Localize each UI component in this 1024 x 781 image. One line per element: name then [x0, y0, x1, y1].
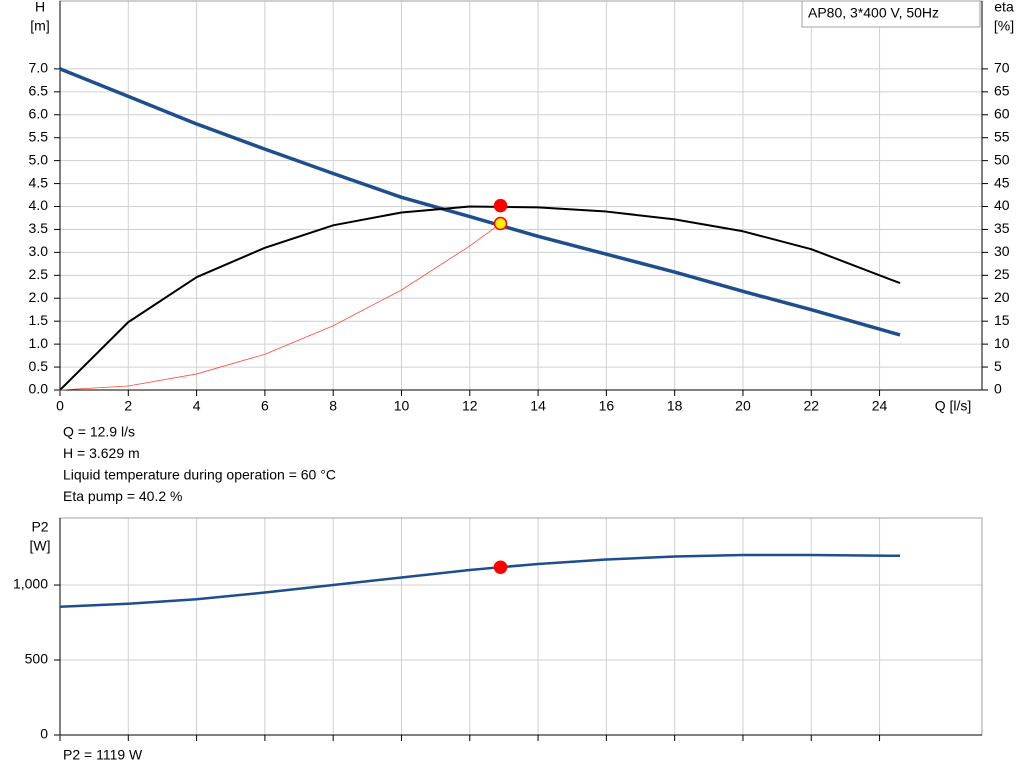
y2-tick-label: 35 [994, 220, 1010, 236]
y-tick-label: 2.5 [29, 266, 49, 282]
y2-tick-label: 5 [994, 358, 1002, 374]
annotation: P2 = 1119 W [63, 747, 143, 763]
operating-point [493, 216, 508, 231]
x-tick-label: 10 [394, 398, 410, 414]
curve [59, 223, 501, 391]
y-tick-label: 3.5 [29, 220, 49, 236]
x-axis-label: Q [l/s] [935, 398, 972, 414]
y2-tick-label: 20 [994, 289, 1010, 305]
y-tick-label: 6.5 [29, 83, 49, 99]
y2-tick-label: 30 [994, 243, 1010, 259]
y-tick-label: 0.5 [29, 358, 49, 374]
y-tick-label: 7.0 [29, 60, 49, 76]
plot-frame [59, 0, 983, 391]
y2-tick-label: 15 [994, 312, 1010, 328]
x-tick-label: 8 [329, 398, 337, 414]
y-axis-label: [W] [30, 538, 51, 554]
y-tick-label: 1.5 [29, 312, 49, 328]
y-axis-label: [m] [30, 18, 49, 34]
y2-axis-label: [%] [994, 18, 1014, 34]
x-tick-label: 24 [872, 398, 888, 414]
operating-point [493, 560, 508, 574]
y-axis-label: H [35, 0, 45, 15]
annotation: Q = 12.9 l/s [63, 424, 135, 440]
legend-box [801, 0, 981, 28]
y2-tick-label: 40 [994, 197, 1010, 213]
y-tick-label: 6.0 [29, 105, 49, 121]
y2-tick-label: 50 [994, 151, 1010, 167]
curve [59, 67, 901, 337]
y2-tick-label: 25 [994, 266, 1010, 282]
y-axis-label: P2 [31, 519, 48, 535]
y-tick-label: 1,000 [13, 576, 48, 592]
y-tick-label: 2.0 [29, 289, 49, 305]
operating-point [493, 198, 508, 213]
y2-tick-label: 70 [994, 60, 1010, 76]
y2-axis-label: eta [994, 0, 1014, 15]
x-tick-label: 6 [261, 398, 269, 414]
y-tick-label: 0 [40, 726, 48, 742]
plot-frame [59, 517, 983, 736]
x-tick-label: 18 [667, 398, 683, 414]
y-tick-label: 4.5 [29, 174, 49, 190]
y-tick-label: 5.5 [29, 128, 49, 144]
x-tick-label: 0 [56, 398, 64, 414]
x-tick-label: 22 [803, 398, 819, 414]
annotation: Eta pump = 40.2 % [63, 488, 182, 504]
annotation: Liquid temperature during operation = 60… [63, 467, 336, 483]
y2-tick-label: 55 [994, 128, 1010, 144]
y2-tick-label: 45 [994, 174, 1010, 190]
x-tick-label: 4 [193, 398, 201, 414]
x-tick-label: 14 [530, 398, 546, 414]
y2-tick-label: 10 [994, 335, 1010, 351]
y-tick-label: 4.0 [29, 197, 49, 213]
y2-tick-label: 60 [994, 105, 1010, 121]
y-tick-label: 500 [25, 651, 49, 667]
y2-tick-label: 65 [994, 83, 1010, 99]
x-tick-label: 12 [462, 398, 478, 414]
y-tick-label: 0.0 [29, 381, 49, 397]
x-tick-label: 20 [735, 398, 751, 414]
curve [59, 205, 901, 391]
curve [59, 553, 901, 609]
y-tick-label: 5.0 [29, 151, 49, 167]
x-tick-label: 2 [124, 398, 132, 414]
y-tick-label: 3.0 [29, 243, 49, 259]
y-tick-label: 1.0 [29, 335, 49, 351]
x-tick-label: 16 [599, 398, 615, 414]
legend-text: AP80, 3*400 V, 50Hz [808, 5, 939, 21]
y2-tick-label: 0 [994, 381, 1002, 397]
annotation: H = 3.629 m [63, 445, 140, 461]
